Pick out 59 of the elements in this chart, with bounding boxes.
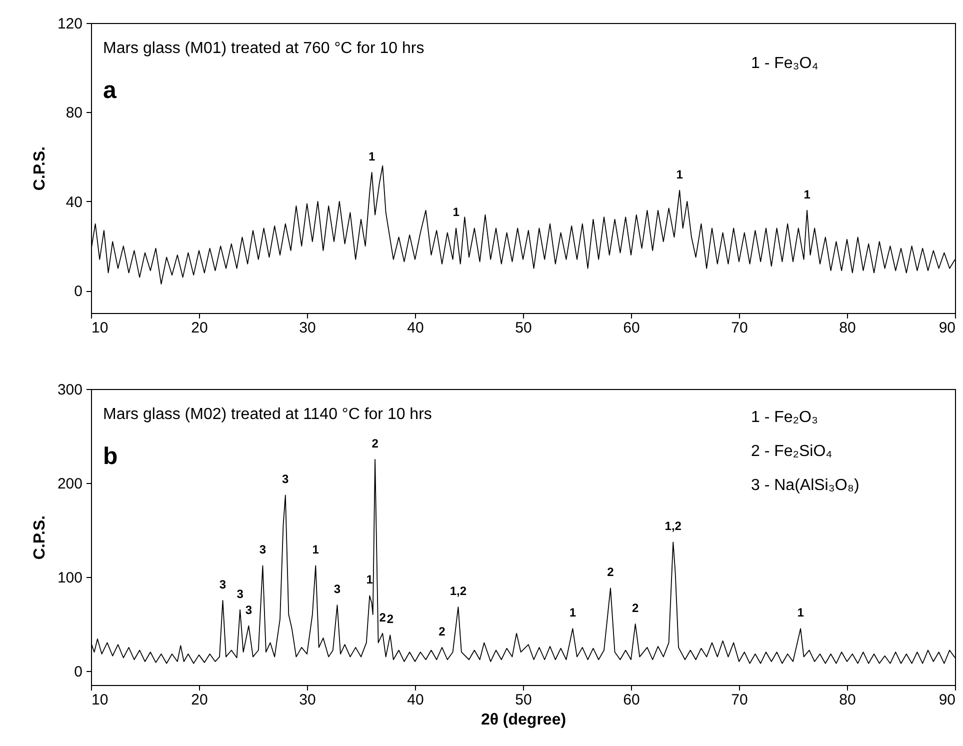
y-axis-title: C.P.S.: [31, 515, 48, 560]
x-tick-label: 70: [731, 692, 748, 708]
annotation: 1 - Fe₃O₄: [751, 55, 818, 72]
annotation: 1: [569, 606, 576, 620]
x-tick-label: 60: [623, 692, 640, 708]
y-tick-label: 80: [66, 104, 82, 122]
y-tick-label: 0: [74, 663, 82, 680]
x-tick-label: 30: [299, 320, 316, 336]
annotation: 2: [372, 436, 379, 450]
annotation: 1: [366, 572, 374, 587]
x-tick-label: 80: [839, 692, 856, 708]
annotation: 3 - Na(AlSi₃O₈): [751, 477, 860, 494]
annotation: 1: [797, 606, 804, 620]
x-axis-title: 2θ (degree): [480, 712, 566, 728]
y-tick-label: 0: [74, 283, 82, 300]
annotation: 3: [245, 602, 252, 617]
x-tick-label: 80: [839, 320, 856, 336]
x-tick-label: 10: [92, 692, 108, 708]
annotation: 2: [632, 600, 639, 615]
x-tick-label: 50: [515, 692, 532, 708]
annotation: Mars glass (M02) treated at 1140 °C for 10 hrs: [103, 406, 432, 423]
y-tick-label: 40: [66, 194, 82, 211]
annotation: a: [103, 77, 117, 104]
x-tick-label: 10: [92, 320, 108, 336]
annotation: 1,2: [664, 519, 682, 534]
y-tick-label: 120: [57, 16, 82, 32]
annotation: 1,2: [450, 584, 467, 598]
x-tick-label: 20: [191, 692, 208, 708]
x-tick-label: 90: [938, 692, 956, 708]
annotation: 1: [804, 187, 811, 202]
annotation: 1: [312, 542, 320, 557]
annotation: 2 - Fe₂SiO₄: [751, 443, 832, 460]
annotation: 1: [452, 205, 460, 220]
x-tick-label: 30: [299, 692, 316, 708]
annotation: 2: [379, 610, 386, 624]
annotation: 1 - Fe₂O₃: [751, 409, 818, 426]
annotation: 2: [438, 624, 446, 638]
x-tick-label: 20: [191, 320, 208, 336]
annotation: 3: [219, 577, 226, 592]
annotation: b: [103, 443, 118, 470]
x-tick-label: 90: [938, 320, 956, 336]
y-tick-label: 100: [57, 569, 82, 586]
annotation: 1: [676, 167, 684, 182]
annotation: 2: [607, 565, 614, 580]
annotation: Mars glass (M01) treated at 760 °C for 10 hrs: [103, 40, 424, 57]
annotation: 3: [259, 542, 266, 557]
y-axis-title: C.P.S.: [31, 146, 48, 191]
x-tick-label: 60: [623, 320, 640, 336]
y-tick-label: 200: [57, 475, 82, 492]
annotation: 2: [386, 612, 394, 626]
x-tick-label: 70: [731, 320, 748, 336]
x-tick-label: 40: [407, 320, 424, 336]
annotation: 3: [236, 586, 244, 601]
x-tick-label: 50: [515, 320, 532, 336]
x-tick-label: 40: [407, 692, 424, 708]
annotation: 3: [334, 582, 341, 596]
y-tick-label: 300: [57, 382, 82, 398]
annotation: 3: [282, 472, 290, 486]
annotation: 1: [368, 149, 376, 164]
